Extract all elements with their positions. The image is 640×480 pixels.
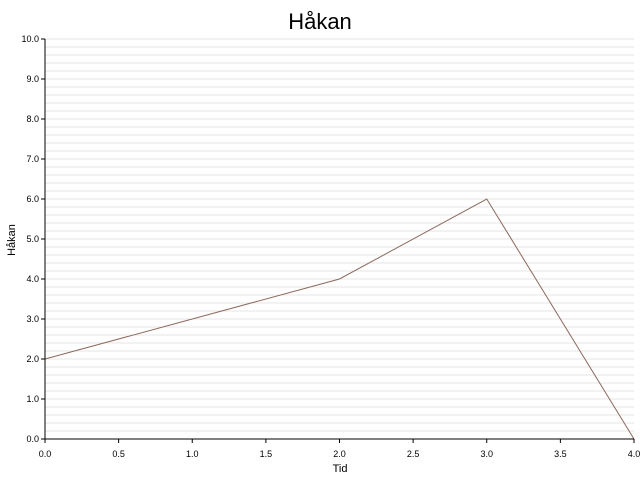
grid-lines	[45, 38, 634, 432]
x-tick-label: 3.5	[554, 449, 567, 459]
y-tick-label: 6.0	[26, 194, 39, 204]
series-line	[44, 198, 635, 440]
y-tick-label: 1.0	[26, 394, 39, 404]
x-tick-label: 1.0	[186, 449, 199, 459]
x-tick-label: 1.5	[260, 449, 273, 459]
x-axis-label: Tid	[333, 463, 348, 475]
series-group	[44, 198, 635, 440]
y-tick-label: 4.0	[26, 274, 39, 284]
x-tick-label: 3.0	[480, 449, 493, 459]
axes-group: 0.0 1.0 2.0 3.0 4.0 5.0 6.0 7.0 8.0 9.0 10.0 0.0 0.5…	[21, 34, 640, 459]
x-tick-label: 4.0	[628, 449, 640, 459]
y-tick-label: 5.0	[26, 234, 39, 244]
y-tick-label: 10.0	[21, 34, 39, 44]
y-axis-label: Håkan	[6, 224, 18, 256]
x-tick-label: 2.0	[333, 449, 346, 459]
x-tick-label: 0.0	[39, 449, 52, 459]
x-tick-label: 0.5	[112, 449, 125, 459]
y-tick-label: 9.0	[26, 74, 39, 84]
y-tick-label: 8.0	[26, 114, 39, 124]
y-tick-label: 7.0	[26, 154, 39, 164]
y-tick-label: 0.0	[26, 434, 39, 444]
x-tick-label: 2.5	[407, 449, 420, 459]
y-tick-label: 3.0	[26, 314, 39, 324]
chart-title: Håkan	[288, 9, 352, 34]
y-tick-label: 2.0	[26, 354, 39, 364]
